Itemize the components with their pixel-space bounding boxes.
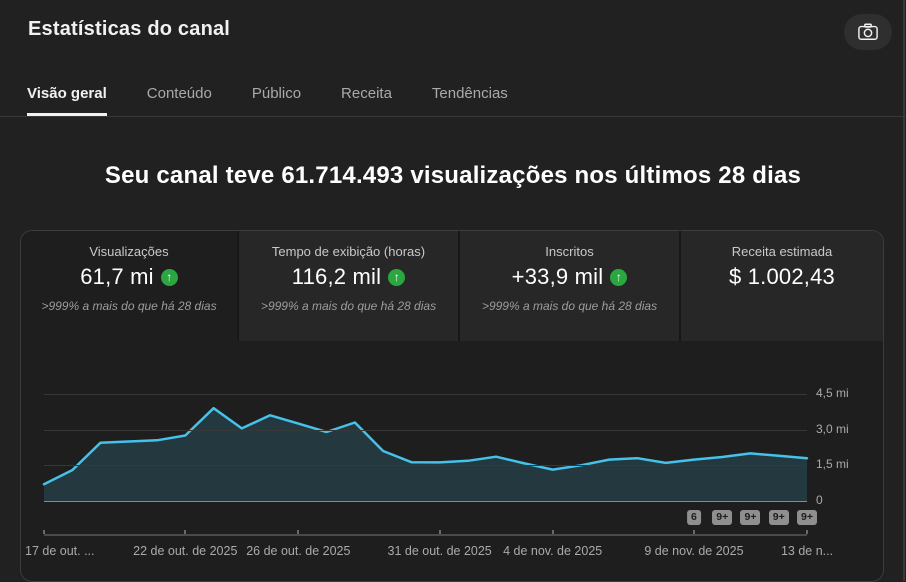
tab-receita[interactable]: Receita xyxy=(341,85,392,102)
x-axis-label: 9 de nov. de 2025 xyxy=(644,544,744,558)
metric-card-watch-time[interactable]: Tempo de exibição (horas) 116,2 mil ↑ >9… xyxy=(237,231,458,341)
y-axis-label: 3,0 mi xyxy=(816,421,849,436)
x-axis-tick xyxy=(692,530,695,534)
metric-cards-row: Visualizações 61,7 mi ↑ >999% a mais do … xyxy=(21,231,883,341)
y-axis-label: 4,5 mi xyxy=(816,385,849,400)
publish-count-badge[interactable]: 9+ xyxy=(797,510,817,525)
gridline xyxy=(44,465,807,467)
metric-card-views[interactable]: Visualizações 61,7 mi ↑ >999% a mais do … xyxy=(21,231,237,341)
metric-value: 116,2 mil xyxy=(291,264,382,289)
metric-label: Tempo de exibição (horas) xyxy=(271,244,426,259)
page-title: Estatísticas do canal xyxy=(28,18,231,40)
publish-count-badge[interactable]: 9+ xyxy=(712,510,733,525)
trend-up-icon: ↑ xyxy=(160,268,178,286)
x-axis-line xyxy=(44,534,807,536)
metric-label: Receita estimada xyxy=(731,244,833,259)
publish-count-badge[interactable]: 6 xyxy=(687,510,701,525)
camera-button[interactable] xyxy=(844,14,892,50)
stats-panel: Visualizações 61,7 mi ↑ >999% a mais do … xyxy=(20,230,884,582)
y-axis-label: 0 xyxy=(816,493,823,507)
metric-label: Visualizações xyxy=(89,244,169,259)
publish-count-badge[interactable]: 9+ xyxy=(768,510,789,525)
metric-label: Inscritos xyxy=(545,244,594,259)
summary-headline: Seu canal teve 61.714.493 visualizações … xyxy=(104,162,802,189)
tab-conteudo[interactable]: Conteúdo xyxy=(146,85,212,102)
metric-card-subscribers[interactable]: Inscritos +33,9 mil ↑ >999% a mais do qu… xyxy=(458,231,679,341)
metric-value: 61,7 mi xyxy=(80,264,154,289)
metric-comparison: >999% a mais do que há 28 dias xyxy=(260,299,437,313)
x-axis-label: 13 de n... xyxy=(780,544,834,558)
trend-up-icon: ↑ xyxy=(388,268,406,286)
camera-icon xyxy=(857,22,879,42)
x-axis-tick xyxy=(438,530,441,534)
publish-count-badge[interactable]: 9+ xyxy=(740,510,761,525)
tab-publico[interactable]: Público xyxy=(251,85,302,102)
scrollbar-track[interactable] xyxy=(903,0,905,581)
x-axis-tick xyxy=(551,530,554,534)
views-line-chart[interactable] xyxy=(21,341,884,582)
x-axis-label: 4 de nov. de 2025 xyxy=(503,544,603,558)
x-axis-label: 22 de out. de 2025 xyxy=(133,544,238,558)
gridline xyxy=(44,429,807,431)
x-axis-tick xyxy=(184,530,187,534)
x-axis-tick xyxy=(43,530,45,534)
metric-card-revenue[interactable]: Receita estimada $ 1.002,43 ↑ xyxy=(679,231,883,341)
metric-value: +33,9 mil xyxy=(511,264,604,289)
views-chart[interactable]: 4,5 mi 3,0 mi 1,5 mi 0 17 de out. ... 22 de … xyxy=(21,341,883,581)
metric-value: $ 1.002,43 xyxy=(729,264,835,289)
views-line xyxy=(42,406,809,486)
y-axis-label: 1,5 mi xyxy=(816,457,849,472)
tab-bar: Visão geral Conteúdo Público Receita Ten… xyxy=(0,85,906,117)
x-axis-label: 31 de out. de 2025 xyxy=(387,544,492,558)
header: Estatísticas do canal xyxy=(0,0,906,50)
x-axis-label: 17 de out. ... xyxy=(25,544,95,558)
x-axis-tick xyxy=(806,530,808,534)
metric-comparison: >999% a mais do que há 28 dias xyxy=(41,299,217,313)
metric-comparison: >999% a mais do que há 28 dias xyxy=(481,299,658,313)
x-axis-tick xyxy=(297,530,300,534)
tab-tendencias[interactable]: Tendências xyxy=(431,85,508,102)
gridline xyxy=(44,393,807,395)
trend-up-icon: ↑ xyxy=(610,268,628,286)
x-axis-label: 26 de out. de 2025 xyxy=(246,544,351,558)
tab-visao-geral[interactable]: Visão geral xyxy=(27,85,107,116)
chart-baseline xyxy=(44,501,807,502)
views-area-fill xyxy=(44,408,807,501)
